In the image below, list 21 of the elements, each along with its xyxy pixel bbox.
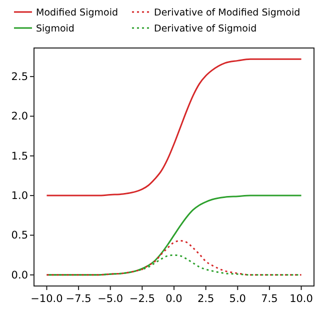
x-tick-label: −5.0 — [98, 293, 124, 305]
line-series — [46, 58, 302, 196]
legend-label: Sigmoid — [36, 24, 74, 34]
x-tick-label: 0.0 — [166, 293, 182, 305]
x-tick-label: 2.5 — [197, 293, 214, 305]
legend-label: Modified Sigmoid — [36, 8, 118, 18]
y-tick-label: 1.0 — [11, 190, 28, 202]
legend-label: Derivative of Modified Sigmoid — [154, 8, 300, 18]
y-tick-label: 2.5 — [11, 71, 28, 84]
x-tick-label: 7.5 — [261, 293, 278, 305]
x-tick-label: −2.5 — [129, 293, 155, 305]
x-tick-label: −10.0 — [30, 293, 63, 305]
x-tick-label: 5.0 — [229, 293, 246, 305]
x-tick-label: −7.5 — [66, 293, 92, 305]
y-tick-label: 0.5 — [11, 230, 28, 242]
y-tick-label: 0.0 — [11, 269, 28, 282]
x-tick-label: 10.0 — [290, 293, 313, 305]
line-series — [46, 240, 302, 276]
legend-label: Derivative of Sigmoid — [154, 24, 257, 34]
y-tick-label: 2.0 — [11, 110, 28, 123]
y-tick-label: 1.5 — [11, 150, 28, 162]
